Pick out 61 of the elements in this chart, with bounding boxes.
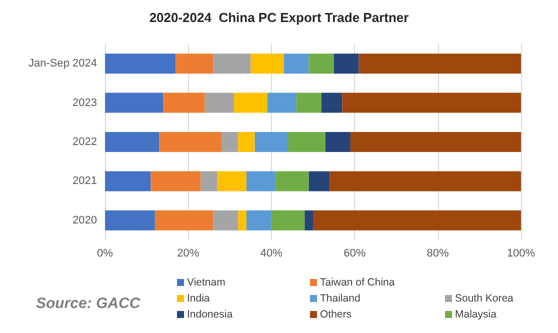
legend-label: Indonesia	[187, 308, 233, 320]
bar	[254, 132, 288, 152]
bar	[105, 210, 155, 230]
x-tick-label: 100%	[506, 248, 536, 260]
bar	[288, 132, 326, 152]
bar	[321, 92, 342, 113]
bar	[304, 210, 313, 230]
x-tick-label: 0%	[97, 248, 114, 260]
bar	[267, 92, 296, 113]
x-tick-label: 60%	[344, 248, 366, 260]
bar	[234, 92, 268, 113]
bar	[150, 171, 201, 192]
bar	[325, 132, 350, 152]
bar	[313, 210, 521, 230]
bar	[105, 132, 160, 152]
source-note: Source: GACC	[36, 295, 142, 312]
x-tick-label: 80%	[426, 248, 450, 260]
bar	[284, 54, 309, 74]
legend-label: Vietnam	[187, 276, 226, 288]
y-tick-label: Jan-Sep 2024	[28, 58, 97, 70]
bar	[250, 54, 284, 74]
bar	[238, 132, 255, 152]
bar	[176, 54, 214, 74]
bar	[154, 210, 214, 230]
bar	[296, 92, 322, 113]
y-tick-label: 2020	[72, 214, 97, 226]
bar	[217, 171, 246, 192]
bar	[105, 54, 176, 74]
legend-label: South Korea	[455, 292, 514, 304]
bar	[159, 132, 222, 152]
legend-label: India	[187, 292, 210, 304]
bar	[163, 92, 205, 113]
chart-title: 2020-2024 China PC Export Trade Partner	[149, 10, 409, 25]
bar	[276, 171, 309, 192]
bar	[358, 54, 521, 74]
bar	[308, 171, 330, 192]
bar	[246, 171, 276, 192]
bar	[350, 132, 521, 152]
bar	[200, 171, 218, 192]
bar	[213, 54, 251, 74]
bar	[334, 54, 359, 74]
bar	[238, 210, 246, 230]
bar	[246, 210, 272, 230]
bar	[213, 210, 238, 230]
bar	[271, 210, 305, 230]
bar	[105, 92, 164, 113]
bar	[330, 171, 521, 192]
x-tick-label: 20%	[177, 248, 200, 260]
x-tick-label: 40%	[260, 248, 283, 260]
y-tick-label: 2022	[72, 136, 97, 148]
legend-label: Taiwan of China	[320, 276, 395, 288]
bar	[204, 92, 234, 113]
bar	[342, 92, 521, 113]
bar	[308, 54, 334, 74]
y-tick-label: 2023	[72, 96, 97, 109]
y-tick-label: 2021	[72, 175, 97, 188]
bar	[221, 132, 238, 152]
legend-label: Thailand	[320, 292, 360, 304]
legend-label: Others	[320, 308, 352, 320]
bar	[105, 171, 151, 192]
legend-label: Malaysia	[455, 308, 497, 320]
